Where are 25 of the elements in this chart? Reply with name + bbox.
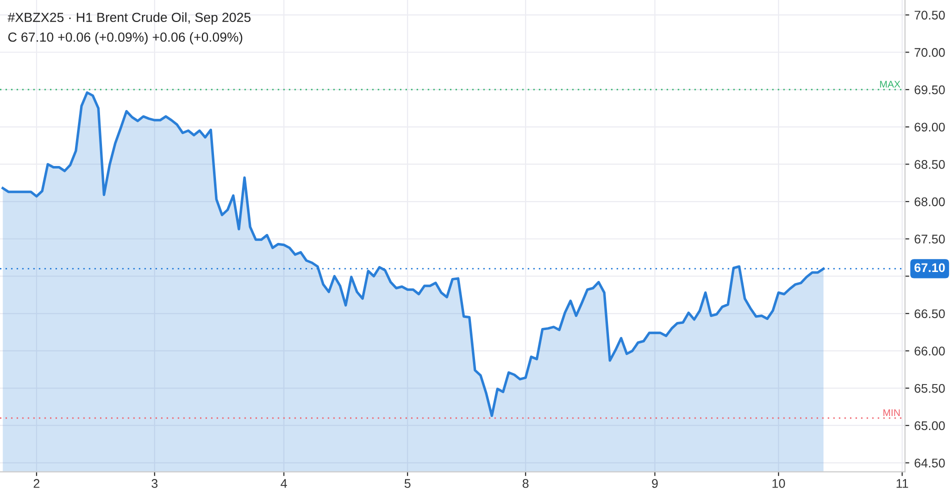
- text: C 67.10 +0.06 (+0.09%) +0.06 (+0.09%): [8, 32, 242, 44]
- y-tick-label: 67.50: [914, 234, 945, 244]
- ref-line-label: MAX: [880, 80, 900, 88]
- y-tick-label: 68.00: [914, 197, 945, 206]
- x-tick-label: 3: [152, 479, 158, 488]
- y-tick-label: 66.00: [914, 346, 945, 356]
- x-tick-label: 9: [652, 479, 658, 488]
- y-tick-label: 70.50: [914, 10, 945, 20]
- y-tick-label: 66.50: [914, 309, 945, 318]
- ref-line-label: 67.10: [914, 263, 945, 272]
- x-tick-label: 10: [772, 479, 785, 488]
- x-tick-label: 2: [34, 479, 40, 488]
- y-tick-label: 69.50: [914, 85, 945, 94]
- x-tick-label: 11: [896, 479, 908, 488]
- y-tick-label: 65.50: [914, 384, 945, 393]
- x-tick-label: 4: [280, 479, 287, 488]
- text: #XBZX25 · H1 Brent Crude Oil, Sep 2025: [8, 12, 251, 25]
- x-tick-label: 5: [404, 479, 410, 488]
- y-tick-label: 65.00: [914, 421, 945, 430]
- y-tick-label: 70.00: [914, 48, 945, 57]
- y-tick-label: 68.50: [914, 160, 945, 169]
- x-tick-label: 8: [522, 479, 529, 488]
- y-tick-label: 64.50: [914, 458, 945, 468]
- y-tick-label: 69.00: [914, 122, 945, 132]
- ref-line-label: MIN: [883, 409, 900, 416]
